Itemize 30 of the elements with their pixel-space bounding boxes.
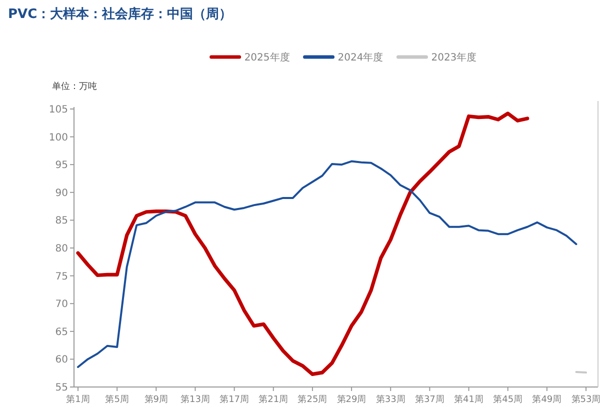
x-tick-label: 第25周 xyxy=(298,394,328,405)
x-tick-label: 第29周 xyxy=(336,394,366,405)
legend-label: 2023年度 xyxy=(431,52,477,64)
x-tick-label: 第45周 xyxy=(493,394,523,405)
y-tick-label: 90 xyxy=(55,188,68,199)
x-tick-label: 第9周 xyxy=(144,394,168,405)
x-tick-label: 第53周 xyxy=(571,394,601,405)
x-tick-label: 第13周 xyxy=(180,394,210,405)
y-tick-label: 95 xyxy=(55,160,68,172)
y-tick-label: 55 xyxy=(55,382,68,394)
x-tick-label: 第49周 xyxy=(532,394,562,405)
y-tick-label: 70 xyxy=(55,299,68,310)
x-tick-label: 第17周 xyxy=(220,394,250,405)
x-tick-label: 第1周 xyxy=(66,394,90,405)
y-tick-label: 65 xyxy=(55,326,68,338)
y-tick-label: 100 xyxy=(48,132,68,144)
ylabel: 单位：万吨 xyxy=(52,82,97,92)
y-tick-label: 80 xyxy=(55,244,68,254)
legend-label: 2024年度 xyxy=(338,52,384,64)
x-tick-label: 第21周 xyxy=(258,394,288,405)
title: PVC：大样本：社会库存：中国（周） xyxy=(8,7,232,22)
y-tick-label: 75 xyxy=(55,271,68,282)
y-tick-label: 85 xyxy=(55,216,68,227)
x-tick-label: 第5周 xyxy=(105,394,129,405)
x-tick-label: 第37周 xyxy=(414,394,444,405)
x-tick-label: 第41周 xyxy=(454,394,484,405)
legend-label: 2025年度 xyxy=(244,52,290,64)
x-tick-label: 第33周 xyxy=(376,394,406,405)
y-tick-label: 60 xyxy=(55,354,68,366)
y-tick-label: 105 xyxy=(48,104,68,116)
